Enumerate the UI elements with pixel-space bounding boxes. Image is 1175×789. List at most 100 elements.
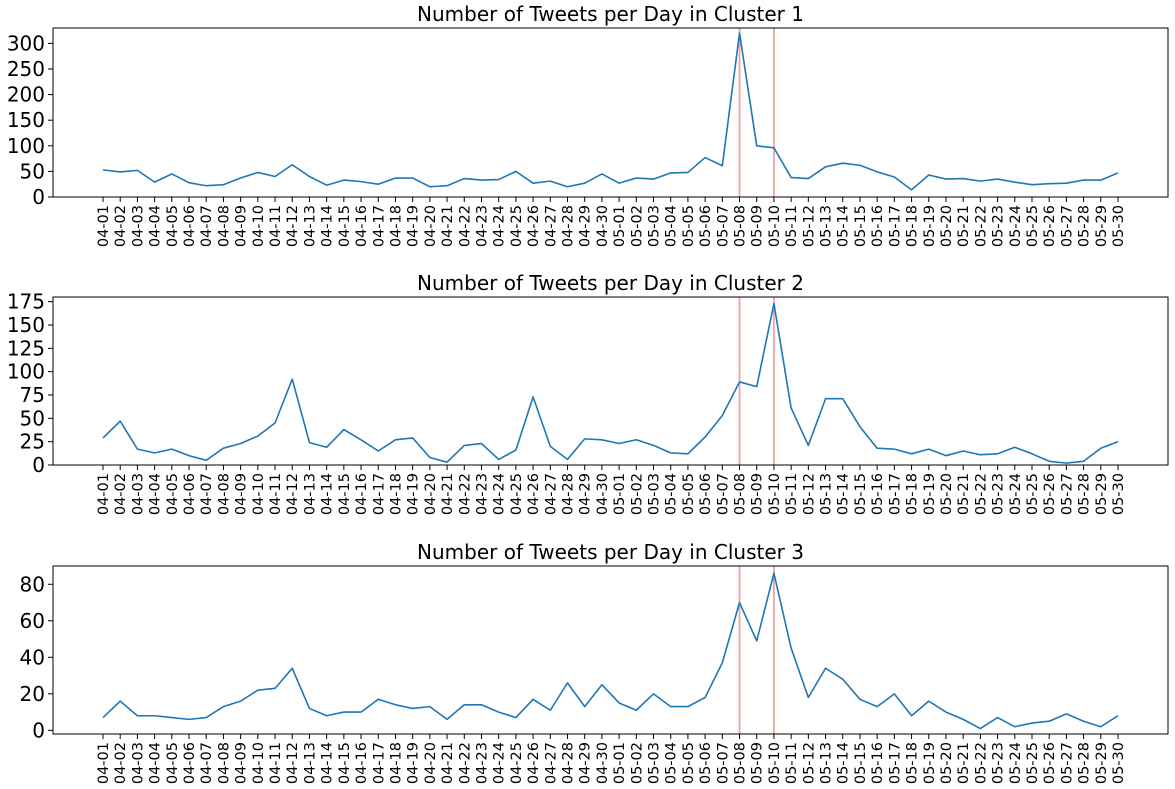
x-tick-label: 05-22 (973, 205, 989, 247)
x-tick-label: 04-13 (302, 473, 318, 515)
x-tick-label: 04-23 (474, 473, 490, 515)
x-tick-label: 05-27 (1059, 742, 1075, 784)
x-tick-label: 04-05 (165, 473, 181, 515)
x-tick-label: 04-17 (371, 473, 387, 515)
x-tick-label: 04-12 (285, 742, 301, 784)
x-tick-label: 05-03 (647, 742, 663, 784)
x-tick-label: 04-04 (148, 742, 164, 784)
x-tick-label: 04-02 (113, 473, 129, 515)
x-tick-label: 04-19 (406, 473, 422, 515)
x-tick-label: 05-01 (612, 205, 628, 247)
x-tick-label: 04-14 (320, 473, 336, 515)
x-tick-label: 05-10 (767, 742, 783, 784)
x-tick-label: 04-02 (113, 742, 129, 784)
x-tick-label: 05-25 (1025, 205, 1041, 247)
x-tick-label: 05-21 (956, 473, 972, 515)
x-tick-label: 05-21 (956, 205, 972, 247)
y-tick-label: 125 (7, 336, 45, 360)
x-tick-label: 04-08 (216, 205, 232, 247)
x-tick-label: 05-08 (733, 473, 749, 515)
x-tick-label: 04-13 (302, 742, 318, 784)
x-tick-label: 05-18 (905, 742, 921, 784)
x-tick-label: 04-08 (216, 742, 232, 784)
x-tick-label: 04-25 (509, 473, 525, 515)
chart-title: Number of Tweets per Day in Cluster 2 (417, 271, 804, 295)
x-tick-label: 05-25 (1025, 473, 1041, 515)
x-tick-label: 05-07 (715, 473, 731, 515)
x-tick-label: 04-16 (354, 205, 370, 247)
x-tick-label: 05-23 (991, 205, 1007, 247)
x-tick-label: 04-11 (268, 742, 284, 784)
x-tick-label: 05-12 (801, 473, 817, 515)
x-tick-label: 05-24 (1008, 473, 1024, 515)
series-line (102, 32, 1119, 191)
x-tick-label: 05-19 (922, 473, 938, 515)
x-tick-label: 05-09 (750, 205, 766, 247)
x-tick-label: 04-28 (560, 742, 576, 784)
x-tick-label: 05-02 (629, 473, 645, 515)
x-tick-label: 05-18 (905, 473, 921, 515)
x-tick-label: 04-09 (234, 205, 250, 247)
x-tick-label: 04-20 (423, 473, 439, 515)
x-tick-label: 04-20 (423, 205, 439, 247)
chart-panel-2: Number of Tweets per Day in Cluster 2 025… (7, 271, 1169, 515)
x-tick-label: 05-29 (1094, 205, 1110, 247)
x-tick-label: 05-05 (681, 205, 697, 247)
x-tick-label: 05-20 (939, 205, 955, 247)
x-tick-label: 05-26 (1042, 473, 1058, 515)
x-tick-label: 04-29 (578, 473, 594, 515)
x-tick-label: 05-02 (629, 205, 645, 247)
x-tick-label: 04-19 (406, 205, 422, 247)
x-tick-label: 05-29 (1094, 742, 1110, 784)
x-tick-label: 05-20 (939, 473, 955, 515)
chart-title: Number of Tweets per Day in Cluster 1 (417, 2, 804, 26)
x-tick-label: 04-25 (509, 742, 525, 784)
x-tick-label: 04-22 (457, 205, 473, 247)
x-tick-label: 05-28 (1077, 742, 1093, 784)
x-tick-label: 04-13 (302, 205, 318, 247)
x-tick-label: 05-26 (1042, 205, 1058, 247)
x-tick-label: 04-25 (509, 205, 525, 247)
x-tick-label: 05-29 (1094, 473, 1110, 515)
y-tick-label: 50 (20, 159, 45, 183)
x-tick-label: 04-14 (320, 205, 336, 247)
x-tick-label: 04-15 (337, 473, 353, 515)
x-tick-label: 05-12 (801, 205, 817, 247)
x-tick-label: 05-05 (681, 473, 697, 515)
x-tick-label: 05-13 (819, 205, 835, 247)
x-tick-label: 05-09 (750, 742, 766, 784)
y-tick-label: 150 (7, 313, 45, 337)
x-tick-label: 04-09 (234, 742, 250, 784)
x-tick-label: 04-21 (440, 473, 456, 515)
y-tick-label: 75 (20, 383, 45, 407)
x-tick-label: 04-06 (182, 473, 198, 515)
x-tick-label: 04-07 (199, 742, 215, 784)
x-tick-label: 05-14 (836, 473, 852, 515)
x-tick-label: 05-16 (870, 205, 886, 247)
x-tick-label: 05-01 (612, 473, 628, 515)
x-tick-label: 04-05 (165, 205, 181, 247)
x-tick-label: 04-07 (199, 205, 215, 247)
x-tick-label: 04-03 (130, 205, 146, 247)
x-tick-label: 05-06 (698, 205, 714, 247)
x-tick-label: 04-05 (165, 742, 181, 784)
chart-panel-3: Number of Tweets per Day in Cluster 3 0 20… (20, 540, 1169, 784)
x-tick-label: 04-20 (423, 742, 439, 784)
x-tick-label: 05-27 (1059, 473, 1075, 515)
x-tick-label: 04-03 (130, 742, 146, 784)
x-tick-label: 04-30 (595, 205, 611, 247)
x-tick-label: 04-18 (388, 742, 404, 784)
x-tick-label: 05-28 (1077, 205, 1093, 247)
x-tick-label: 05-11 (784, 473, 800, 515)
series-line (102, 302, 1119, 464)
x-tick-label: 04-22 (457, 473, 473, 515)
y-tick-label: 80 (20, 572, 45, 596)
x-tick-label: 04-27 (543, 742, 559, 784)
x-tick-label: 05-18 (905, 205, 921, 247)
x-tick-label: 05-11 (784, 205, 800, 247)
x-tick-label: 04-09 (234, 473, 250, 515)
x-tick-label: 04-24 (492, 742, 508, 784)
x-tick-label: 05-16 (870, 742, 886, 784)
y-tick-label: 40 (20, 645, 45, 669)
